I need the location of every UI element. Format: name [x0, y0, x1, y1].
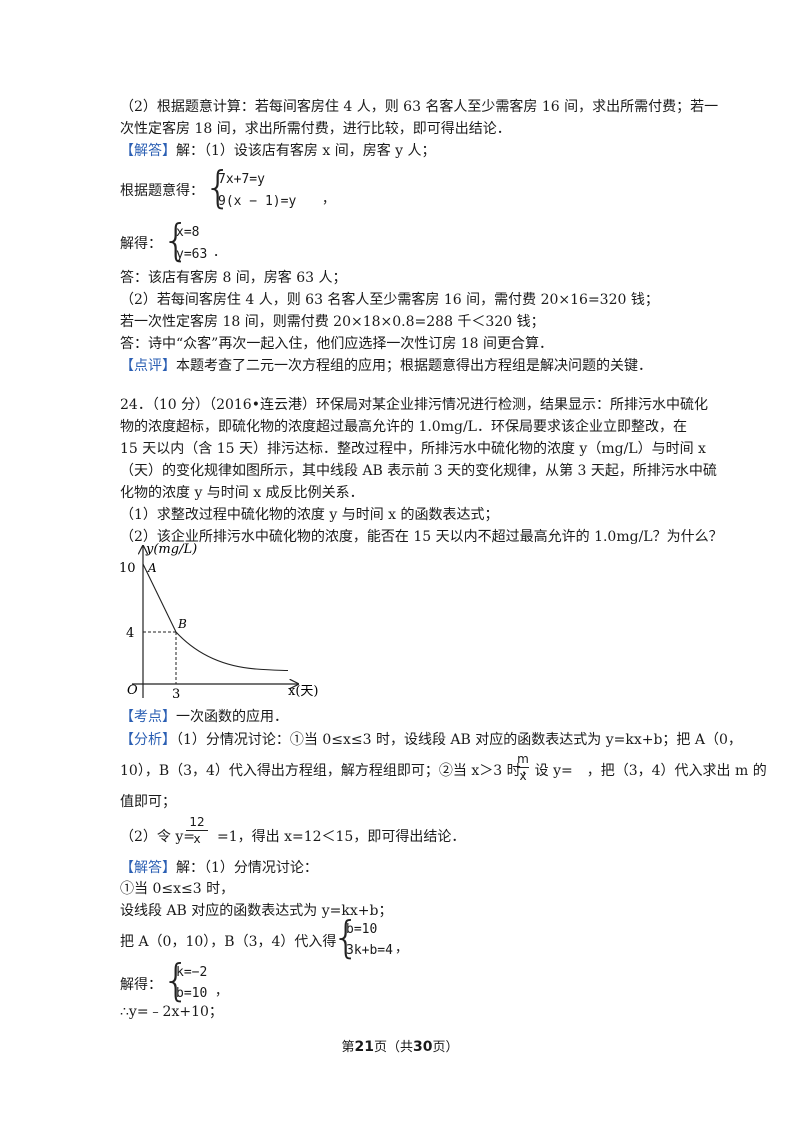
page-number: 21 [354, 1039, 374, 1055]
result-suffix: ， [215, 984, 229, 999]
result-eq-1: k=−2 [176, 965, 208, 980]
keypoint-line: 【考点】一次函数的应用． [120, 707, 288, 727]
inverse-curve [175, 631, 289, 672]
solution-line: 设线段 AB 对应的函数表达式为 y=kx+b； [120, 903, 393, 919]
solution-label: 解得： [120, 236, 162, 252]
footer-text: 页） [432, 1040, 459, 1055]
answer-text: 解：（1）设该店有客房 x 间，房客 y 人； [176, 143, 436, 159]
result-eq-2: b=10 [176, 986, 208, 1001]
analysis-text: 10），B（3，4）代入得出方程组，解方程组即可；②当 x＞3 时，设 y= [120, 763, 573, 779]
answer-line: 【解答】解：（1）设该店有客房 x 间，房客 y 人； [120, 141, 436, 161]
tick-x-3: 3 [172, 687, 180, 702]
analysis-text: ，把（3，4）代入求出 m 的 [586, 763, 767, 779]
solution-suffix: ． [213, 245, 227, 260]
footer-text: 页（共 [373, 1040, 413, 1055]
question-line: 化物的浓度 y 与时间 x 成反比例关系． [120, 485, 364, 501]
footer-text: 第 [341, 1040, 355, 1055]
analysis-text: （1）分情况讨论：①当 0≤x≤3 时，设线段 AB 对应的函数表达式为 y=k… [176, 732, 742, 748]
solution-line: 把 A（0，10），B（3，4）代入得 [120, 934, 337, 950]
point-a-label: A [147, 561, 157, 575]
fraction-numerator: 12 [189, 815, 205, 829]
solution-tag: 【解答】 [120, 860, 176, 876]
question-line: 24．（10 分）（2016•连云港）环保局对某企业排污情况进行检测，结果显示：… [120, 397, 708, 413]
question-part-2: （2）该企业所排污水中硫化物的浓度，能否在 15 天以内不超过最高允许的 1.0… [120, 529, 723, 545]
keypoint-text: 一次函数的应用． [176, 709, 288, 725]
tick-y-4: 4 [126, 626, 134, 641]
text-line: （2）根据题意计算：若每间客房住 4 人，则 63 名客人至少需客房 16 间，… [120, 99, 719, 115]
question-line: 15 天以内（含 15 天）排污达标．整改过程中，所排污水中硫化物的浓度 y（m… [120, 441, 706, 457]
solution-text: 解：（1）分情况讨论： [176, 860, 318, 876]
brace-icon: { [332, 912, 360, 963]
segment-ab [142, 563, 177, 633]
solution-line: 解得： [120, 977, 162, 993]
question-part-1: （1）求整改过程中硫化物的浓度 y 与时间 x 的函数表达式； [120, 507, 499, 523]
brace-icon: { [162, 215, 190, 266]
text-line: 次性定客房 18 间，求出所需付费，进行比较，即可得出结论． [120, 121, 511, 137]
equation-2: 9(x − 1)=y [218, 194, 297, 209]
fraction-denominator: x [519, 769, 527, 783]
system-suffix: ， [395, 941, 409, 956]
system-eq-2: 3k+b=4 [346, 943, 393, 958]
comment-line: 【点评】本题考查了二元一次方程组的应用；根据题意得出方程组是解决问题的关键． [120, 356, 652, 376]
solution-1: x=8 [176, 225, 200, 240]
analysis-line-4: （2）令 y= =1，得出 x=12＜15，即可得出结论． [120, 827, 465, 847]
solution-2: y=63 [176, 247, 208, 262]
analysis-text: =1，得出 x=12＜15，即可得出结论． [217, 829, 466, 845]
question-line: （天）的变化规律如图所示，其中线段 AB 表示前 3 天的变化规律，从第 3 天… [120, 463, 717, 479]
page-footer: 第21页（共30页） [0, 1036, 800, 1055]
page-total: 30 [413, 1039, 433, 1055]
system-eq-1: b=10 [346, 922, 378, 937]
function-graph: y(mg/L) A B 10 4 O 3 x(天) [119, 542, 318, 702]
solution-line: ∴y=﹣2x+10； [120, 1004, 223, 1020]
equation-1: 7x+7=y [218, 172, 265, 187]
comment-tag: 【点评】 [120, 358, 176, 374]
fraction-denominator: x [193, 832, 201, 846]
y-axis-label: y(mg/L) [145, 542, 197, 557]
comment-text: 本题考查了二元一次方程组的应用；根据题意得出方程组是解决问题的关键． [176, 358, 652, 374]
text-line: 答：该店有客房 8 间，房客 63 人； [120, 270, 347, 286]
fraction-numerator: m [517, 752, 529, 766]
text-line: 答：诗中“众客”再次一起入住，他们应选择一次性订房 18 间更合算． [120, 336, 554, 352]
analysis-text: （2）令 y= [120, 829, 195, 845]
origin-label: O [127, 683, 138, 698]
fraction-12-over-x: 12 x [186, 815, 208, 846]
brace-icon: { [204, 162, 232, 213]
text-line: （2）若每间客房住 4 人，则 63 名客人至少需客房 16 间，需付费 20×… [120, 292, 659, 308]
x-axis-label: x(天) [288, 684, 318, 699]
analysis-tag: 【分析】 [120, 732, 176, 748]
analysis-line-2: 10），B（3，4）代入得出方程组，解方程组即可；②当 x＞3 时，设 y= ，把… [120, 761, 767, 781]
point-b-label: B [177, 617, 187, 631]
keypoint-tag: 【考点】 [120, 709, 176, 725]
analysis-line: 【分析】（1）分情况讨论：①当 0≤x≤3 时，设线段 AB 对应的函数表达式为… [120, 730, 742, 750]
brace-icon: { [162, 955, 190, 1006]
tick-y-10: 10 [119, 561, 136, 576]
text-line: 若一次性定客房 18 间，则需付费 20×18×0.8=288 千＜320 钱； [120, 314, 545, 330]
answer-tag: 【解答】 [120, 143, 176, 159]
equation-label: 根据题意得： [120, 183, 204, 199]
question-line: 物的浓度超标，即硫化物的浓度超过最高允许的 1.0mg/L．环保局要求该企业立即… [120, 419, 687, 435]
solution-line: 【解答】解：（1）分情况讨论： [120, 858, 318, 878]
equation-suffix: ， [322, 192, 336, 207]
solution-line: ①当 0≤x≤3 时， [120, 881, 235, 897]
fraction-m-over-x: m x [517, 752, 529, 783]
analysis-line-3: 值即可； [120, 794, 176, 810]
